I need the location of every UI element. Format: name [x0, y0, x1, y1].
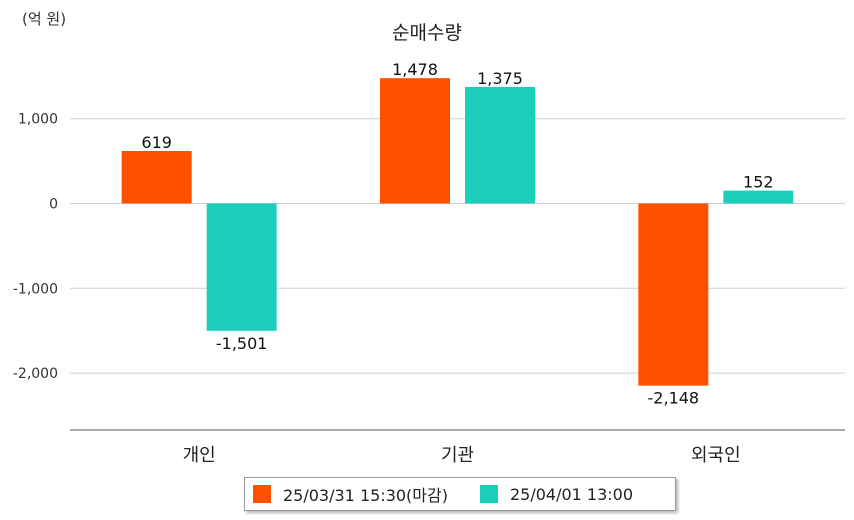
bar — [121, 151, 192, 204]
bar — [380, 78, 450, 204]
unit-label: (억 원) — [22, 10, 67, 28]
legend: 25/03/31 15:30(마감) 25/04/01 13:00 — [244, 477, 676, 511]
legend-swatch-series-2 — [479, 485, 498, 503]
x-tick-label: 외국인 — [691, 445, 741, 466]
chart-title: 순매수량 — [392, 22, 462, 44]
bar — [206, 203, 277, 331]
y-tick-label: -2,000 — [13, 366, 58, 382]
bar — [723, 190, 794, 204]
data-label: 1,478 — [392, 60, 438, 79]
data-label: -2,148 — [648, 389, 700, 408]
bar — [465, 86, 535, 204]
data-label: 1,375 — [477, 69, 523, 88]
x-tick-label: 개인 — [183, 445, 216, 466]
legend-item-series-2[interactable]: 25/04/01 13:00 — [479, 484, 634, 504]
legend-label-series-2: 25/04/01 13:00 — [509, 484, 634, 504]
y-tick-label: 0 — [49, 197, 58, 213]
legend-swatch-series-1 — [253, 485, 271, 503]
x-tick-label: 기관 — [441, 445, 474, 466]
y-tick-label: 1,000 — [18, 112, 58, 128]
legend-label-series-1: 25/03/31 15:30(마감) — [283, 486, 448, 505]
legend-item-series-1[interactable]: 25/03/31 15:30(마감) — [253, 482, 448, 506]
data-label: 619 — [141, 133, 172, 152]
bar — [638, 203, 709, 386]
data-label: -1,501 — [216, 334, 268, 353]
data-label: 152 — [743, 173, 774, 192]
y-tick-label: -1,000 — [13, 281, 58, 297]
